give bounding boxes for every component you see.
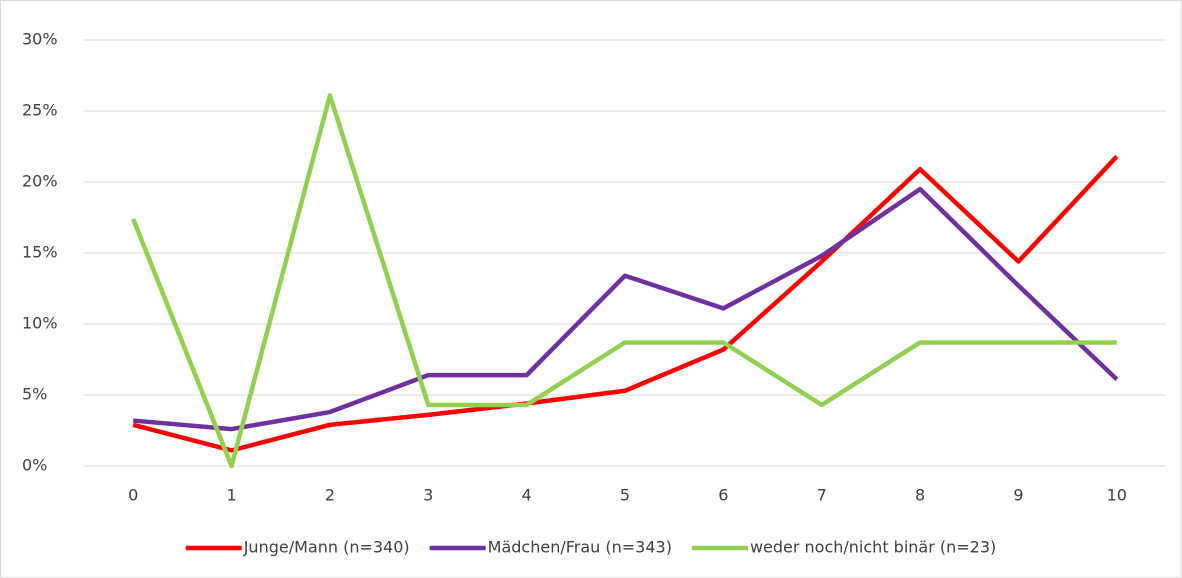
x-tick-label: 9	[1013, 486, 1023, 505]
x-tick-label: 10	[1107, 486, 1127, 505]
y-tick-label: 0%	[22, 456, 47, 475]
y-tick-label: 20%	[22, 172, 58, 191]
y-tick-label: 25%	[22, 101, 58, 120]
legend-label: Mädchen/Frau (n=343)	[488, 538, 672, 557]
legend-label: weder noch/nicht binär (n=23)	[750, 538, 996, 557]
x-tick-label: 1	[226, 486, 236, 505]
y-tick-label: 5%	[22, 385, 47, 404]
series-line	[131, 93, 1117, 469]
x-tick-label: 3	[423, 486, 433, 505]
y-tick-label: 30%	[22, 30, 58, 49]
x-tick-label: 4	[522, 486, 532, 505]
x-tick-label: 6	[718, 486, 728, 505]
x-tick-label: 2	[325, 486, 335, 505]
y-tick-label: 10%	[22, 314, 58, 333]
x-tick-label: 5	[620, 486, 630, 505]
legend-label: Junge/Mann (n=340)	[243, 538, 410, 557]
series-line	[132, 154, 1119, 453]
x-tick-label: 7	[817, 486, 827, 505]
x-tick-label: 0	[128, 486, 138, 505]
series-line	[132, 186, 1119, 432]
x-tick-label: 8	[915, 486, 925, 505]
y-tick-label: 15%	[22, 243, 58, 262]
